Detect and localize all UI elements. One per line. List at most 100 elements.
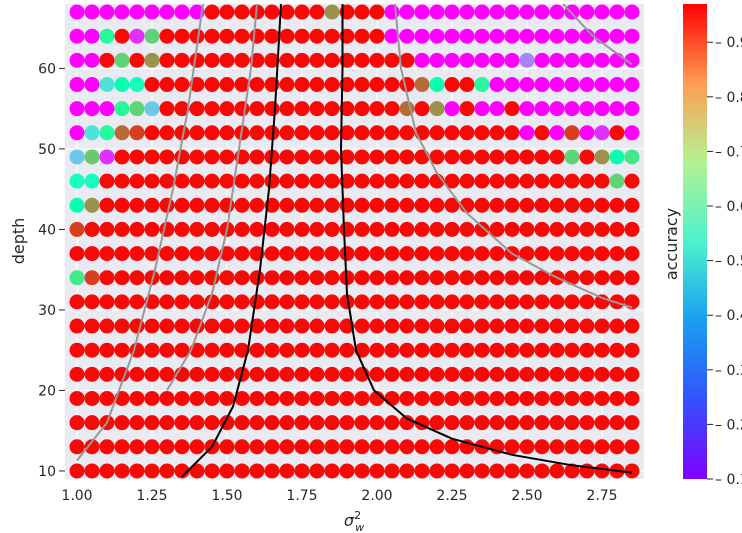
data-point (369, 246, 385, 262)
data-point (534, 390, 550, 406)
data-point (84, 342, 100, 358)
data-point (564, 390, 580, 406)
data-point (579, 294, 595, 310)
data-point (534, 415, 550, 431)
data-point (294, 246, 310, 262)
data-point (444, 149, 460, 165)
data-point (399, 28, 415, 44)
data-point (264, 173, 280, 189)
data-point (369, 28, 385, 44)
data-point (504, 52, 520, 68)
data-point (264, 101, 280, 117)
data-point (339, 197, 355, 213)
data-point (144, 125, 160, 141)
data-point (549, 52, 565, 68)
data-point (489, 246, 505, 262)
data-point (69, 366, 85, 382)
data-point (279, 149, 295, 165)
data-point (324, 52, 340, 68)
data-point (249, 270, 265, 286)
data-point (594, 197, 610, 213)
data-point (369, 52, 385, 68)
colorbar-tick-label: – 0.7 (715, 144, 742, 160)
data-point (384, 77, 400, 93)
data-point (474, 270, 490, 286)
data-point (309, 173, 325, 189)
data-point (189, 77, 205, 93)
data-point (339, 439, 355, 455)
data-point (204, 77, 220, 93)
data-point (369, 294, 385, 310)
data-point (564, 270, 580, 286)
x-tick-label: 2.25 (436, 488, 467, 504)
data-point (519, 342, 535, 358)
data-point (129, 149, 145, 165)
data-point (99, 173, 115, 189)
data-point (504, 390, 520, 406)
data-point (489, 125, 505, 141)
data-point (384, 366, 400, 382)
data-point (504, 318, 520, 334)
data-point (534, 342, 550, 358)
data-point (549, 366, 565, 382)
data-point (174, 28, 190, 44)
data-point (294, 342, 310, 358)
data-point (249, 221, 265, 237)
data-point (234, 294, 250, 310)
data-point (249, 28, 265, 44)
data-point (249, 463, 265, 479)
data-point (204, 173, 220, 189)
data-point (369, 270, 385, 286)
data-point (324, 415, 340, 431)
data-point (474, 52, 490, 68)
data-point (594, 246, 610, 262)
data-point (384, 28, 400, 44)
data-point (84, 390, 100, 406)
data-point (279, 28, 295, 44)
data-point (129, 173, 145, 189)
data-point (414, 52, 430, 68)
x-axis-label: σ2 w (344, 509, 364, 533)
data-point (399, 197, 415, 213)
data-point (609, 270, 625, 286)
data-point (219, 4, 235, 20)
data-point (114, 318, 130, 334)
data-point (144, 366, 160, 382)
data-point (99, 125, 115, 141)
data-point (489, 270, 505, 286)
data-point (474, 77, 490, 93)
data-point (519, 390, 535, 406)
data-point (429, 197, 445, 213)
data-point (504, 125, 520, 141)
data-point (279, 77, 295, 93)
data-point (114, 439, 130, 455)
data-point (414, 4, 430, 20)
data-point (339, 390, 355, 406)
data-point (354, 28, 370, 44)
data-point (354, 221, 370, 237)
data-point (144, 246, 160, 262)
data-point (564, 52, 580, 68)
data-point (384, 415, 400, 431)
data-point (564, 149, 580, 165)
data-point (219, 463, 235, 479)
data-point (534, 270, 550, 286)
data-point (384, 318, 400, 334)
data-point (309, 294, 325, 310)
data-point (309, 197, 325, 213)
data-point (504, 270, 520, 286)
data-point (459, 101, 475, 117)
data-point (204, 197, 220, 213)
contour-line (340, 4, 633, 474)
data-point (249, 439, 265, 455)
data-point (429, 77, 445, 93)
data-point (189, 415, 205, 431)
data-point (429, 294, 445, 310)
data-point (114, 173, 130, 189)
data-point (564, 125, 580, 141)
data-point (324, 221, 340, 237)
data-point (609, 246, 625, 262)
data-point (129, 77, 145, 93)
data-point (414, 246, 430, 262)
data-point (609, 415, 625, 431)
